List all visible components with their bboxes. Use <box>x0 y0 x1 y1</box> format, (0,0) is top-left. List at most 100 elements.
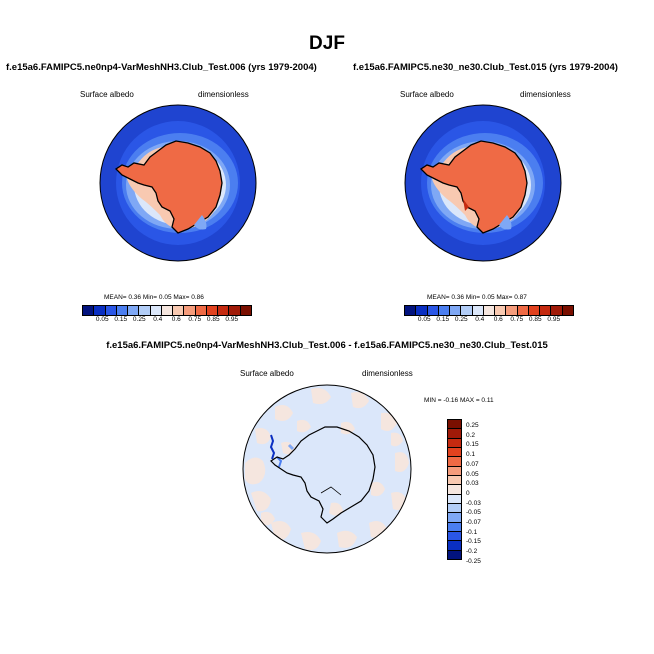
diff-colorbar-label: -0.1 <box>466 528 478 536</box>
diff-colorbar-swatch <box>448 541 461 551</box>
right-colorbar-swatches <box>404 305 574 316</box>
diff-colorbar-swatch <box>448 466 461 476</box>
right-colorbar-label: 0.95 <box>547 316 561 323</box>
diff-colorbar-label: 0.07 <box>466 460 479 468</box>
left-colorbar-label: 0.6 <box>171 316 181 323</box>
right-colorbar-swatch <box>483 306 496 315</box>
diff-stats: MIN = -0.16 MAX = 0.11 <box>424 397 494 404</box>
right-colorbar-swatch <box>495 306 507 315</box>
right-colorbar-labels: 0.05 0.15 0.25 0.4 0.6 0.75 0.85 0.95 <box>415 316 563 323</box>
left-colorbar-label: 0.95 <box>225 316 239 323</box>
left-polar-map <box>99 104 257 262</box>
diff-colorbar-swatch <box>448 550 461 559</box>
left-colorbar-swatch <box>184 306 196 315</box>
right-colorbar-label: 0.75 <box>510 316 524 323</box>
diff-colorbar-label: -0.05 <box>466 509 481 517</box>
diff-colorbar-swatch <box>448 531 461 542</box>
right-colorbar-swatch <box>540 306 552 315</box>
right-colorbar-swatch <box>517 306 529 315</box>
diff-polar-map <box>242 384 412 554</box>
right-colorbar-label: 0.85 <box>528 316 542 323</box>
left-stats: MEAN= 0.36 Min= 0.05 Max= 0.86 <box>104 294 204 301</box>
right-antarctica-continent <box>419 140 528 234</box>
left-panel-title: f.e15a6.FAMIPC5.ne0np4-VarMeshNH3.Club_T… <box>6 62 317 73</box>
right-colorbar-label: 0.15 <box>436 316 450 323</box>
left-colorbar-swatch <box>139 306 151 315</box>
right-colorbar: 0.05 0.15 0.25 0.4 0.6 0.75 0.85 0.95 <box>404 305 574 323</box>
right-units-label: dimensionless <box>520 90 571 99</box>
right-colorbar-swatch <box>551 306 563 315</box>
left-variable-label: Surface albedo <box>80 90 134 99</box>
diff-colorbar-label: 0.25 <box>466 422 479 429</box>
right-colorbar-swatch <box>438 306 451 315</box>
left-colorbar-swatch <box>94 306 106 315</box>
left-units-label: dimensionless <box>198 90 249 99</box>
right-panel-title: f.e15a6.FAMIPC5.ne30_ne30.Club_Test.015 … <box>353 62 618 73</box>
right-colorbar-swatch <box>506 306 518 315</box>
right-colorbar-swatch <box>427 306 439 315</box>
diff-antarctica-outline <box>270 426 376 524</box>
left-colorbar-swatches <box>82 305 252 316</box>
diff-colorbar-label: 0.03 <box>466 480 479 488</box>
diff-colorbar-label: 0.1 <box>466 451 476 459</box>
diff-colorbar-labels: 0.25 0.2 0.15 0.1 0.07 0.05 0.03 0 -0.03 -0.05 -0.… <box>466 421 481 565</box>
left-colorbar-swatch <box>240 306 251 315</box>
right-colorbar-swatch <box>472 306 484 315</box>
right-colorbar-label: 0.25 <box>454 316 468 323</box>
diff-colorbar-swatch <box>448 475 461 486</box>
right-colorbar-label: 0.6 <box>493 316 503 323</box>
left-colorbar: 0.05 0.15 0.25 0.4 0.6 0.75 0.85 0.95 <box>82 305 252 323</box>
diff-colorbar-swatch <box>448 429 461 439</box>
diff-colorbar-swatch <box>448 503 461 514</box>
right-colorbar-swatch <box>528 306 541 315</box>
diff-colorbar-label: -0.25 <box>466 557 481 565</box>
diff-colorbar-swatch <box>448 494 461 504</box>
diff-colorbar-label: -0.07 <box>466 519 481 527</box>
right-colorbar-swatch <box>450 306 462 315</box>
left-colorbar-labels: 0.05 0.15 0.25 0.4 0.6 0.75 0.85 0.95 <box>93 316 241 323</box>
diff-colorbar-swatch <box>448 522 461 532</box>
diff-colorbar-label: -0.15 <box>466 538 481 546</box>
diff-colorbar-swatch <box>448 447 461 458</box>
left-colorbar-swatch <box>83 306 95 315</box>
diff-colorbar-label: -0.2 <box>466 548 478 556</box>
diff-variable-label: Surface albedo <box>240 369 294 378</box>
left-colorbar-swatch <box>105 306 117 315</box>
left-antarctica-continent <box>114 140 223 234</box>
diff-colorbar-swatch <box>448 485 461 495</box>
diff-colorbar-swatch <box>448 513 461 523</box>
left-colorbar-swatch <box>128 306 140 315</box>
diff-colorbar-swatch <box>448 420 461 430</box>
left-colorbar-label: 0.75 <box>188 316 202 323</box>
left-colorbar-swatch <box>206 306 219 315</box>
diff-colorbar-label: 0.15 <box>466 441 479 449</box>
diff-units-label: dimensionless <box>362 369 413 378</box>
diff-colorbar-swatch <box>448 457 461 467</box>
diff-colorbar-label: 0.05 <box>466 470 479 478</box>
left-colorbar-label: 0.4 <box>153 316 163 323</box>
right-variable-label: Surface albedo <box>400 90 454 99</box>
right-colorbar-swatch <box>405 306 417 315</box>
left-colorbar-label: 0.25 <box>132 316 146 323</box>
left-colorbar-label: 0.85 <box>206 316 220 323</box>
left-colorbar-swatch <box>161 306 174 315</box>
right-colorbar-swatch <box>416 306 428 315</box>
left-colorbar-swatch <box>229 306 241 315</box>
diff-panel-title: f.e15a6.FAMIPC5.ne0np4-VarMeshNH3.Club_T… <box>106 340 548 351</box>
diff-colorbar-label: -0.03 <box>466 499 481 507</box>
right-colorbar-swatch <box>461 306 473 315</box>
right-colorbar-label: 0.05 <box>417 316 431 323</box>
main-title: DJF <box>309 33 345 54</box>
left-colorbar-swatch <box>195 306 207 315</box>
diff-colorbar-swatches <box>447 419 462 560</box>
right-stats: MEAN= 0.36 Min= 0.05 Max= 0.87 <box>427 294 527 301</box>
diff-colorbar-label: 0.2 <box>466 431 476 439</box>
left-colorbar-swatch <box>173 306 185 315</box>
left-colorbar-label: 0.15 <box>114 316 128 323</box>
left-colorbar-label: 0.05 <box>95 316 109 323</box>
left-colorbar-swatch <box>218 306 230 315</box>
right-colorbar-swatch <box>562 306 573 315</box>
right-polar-map <box>404 104 562 262</box>
diff-colorbar-swatch <box>448 438 461 448</box>
left-colorbar-swatch <box>150 306 162 315</box>
